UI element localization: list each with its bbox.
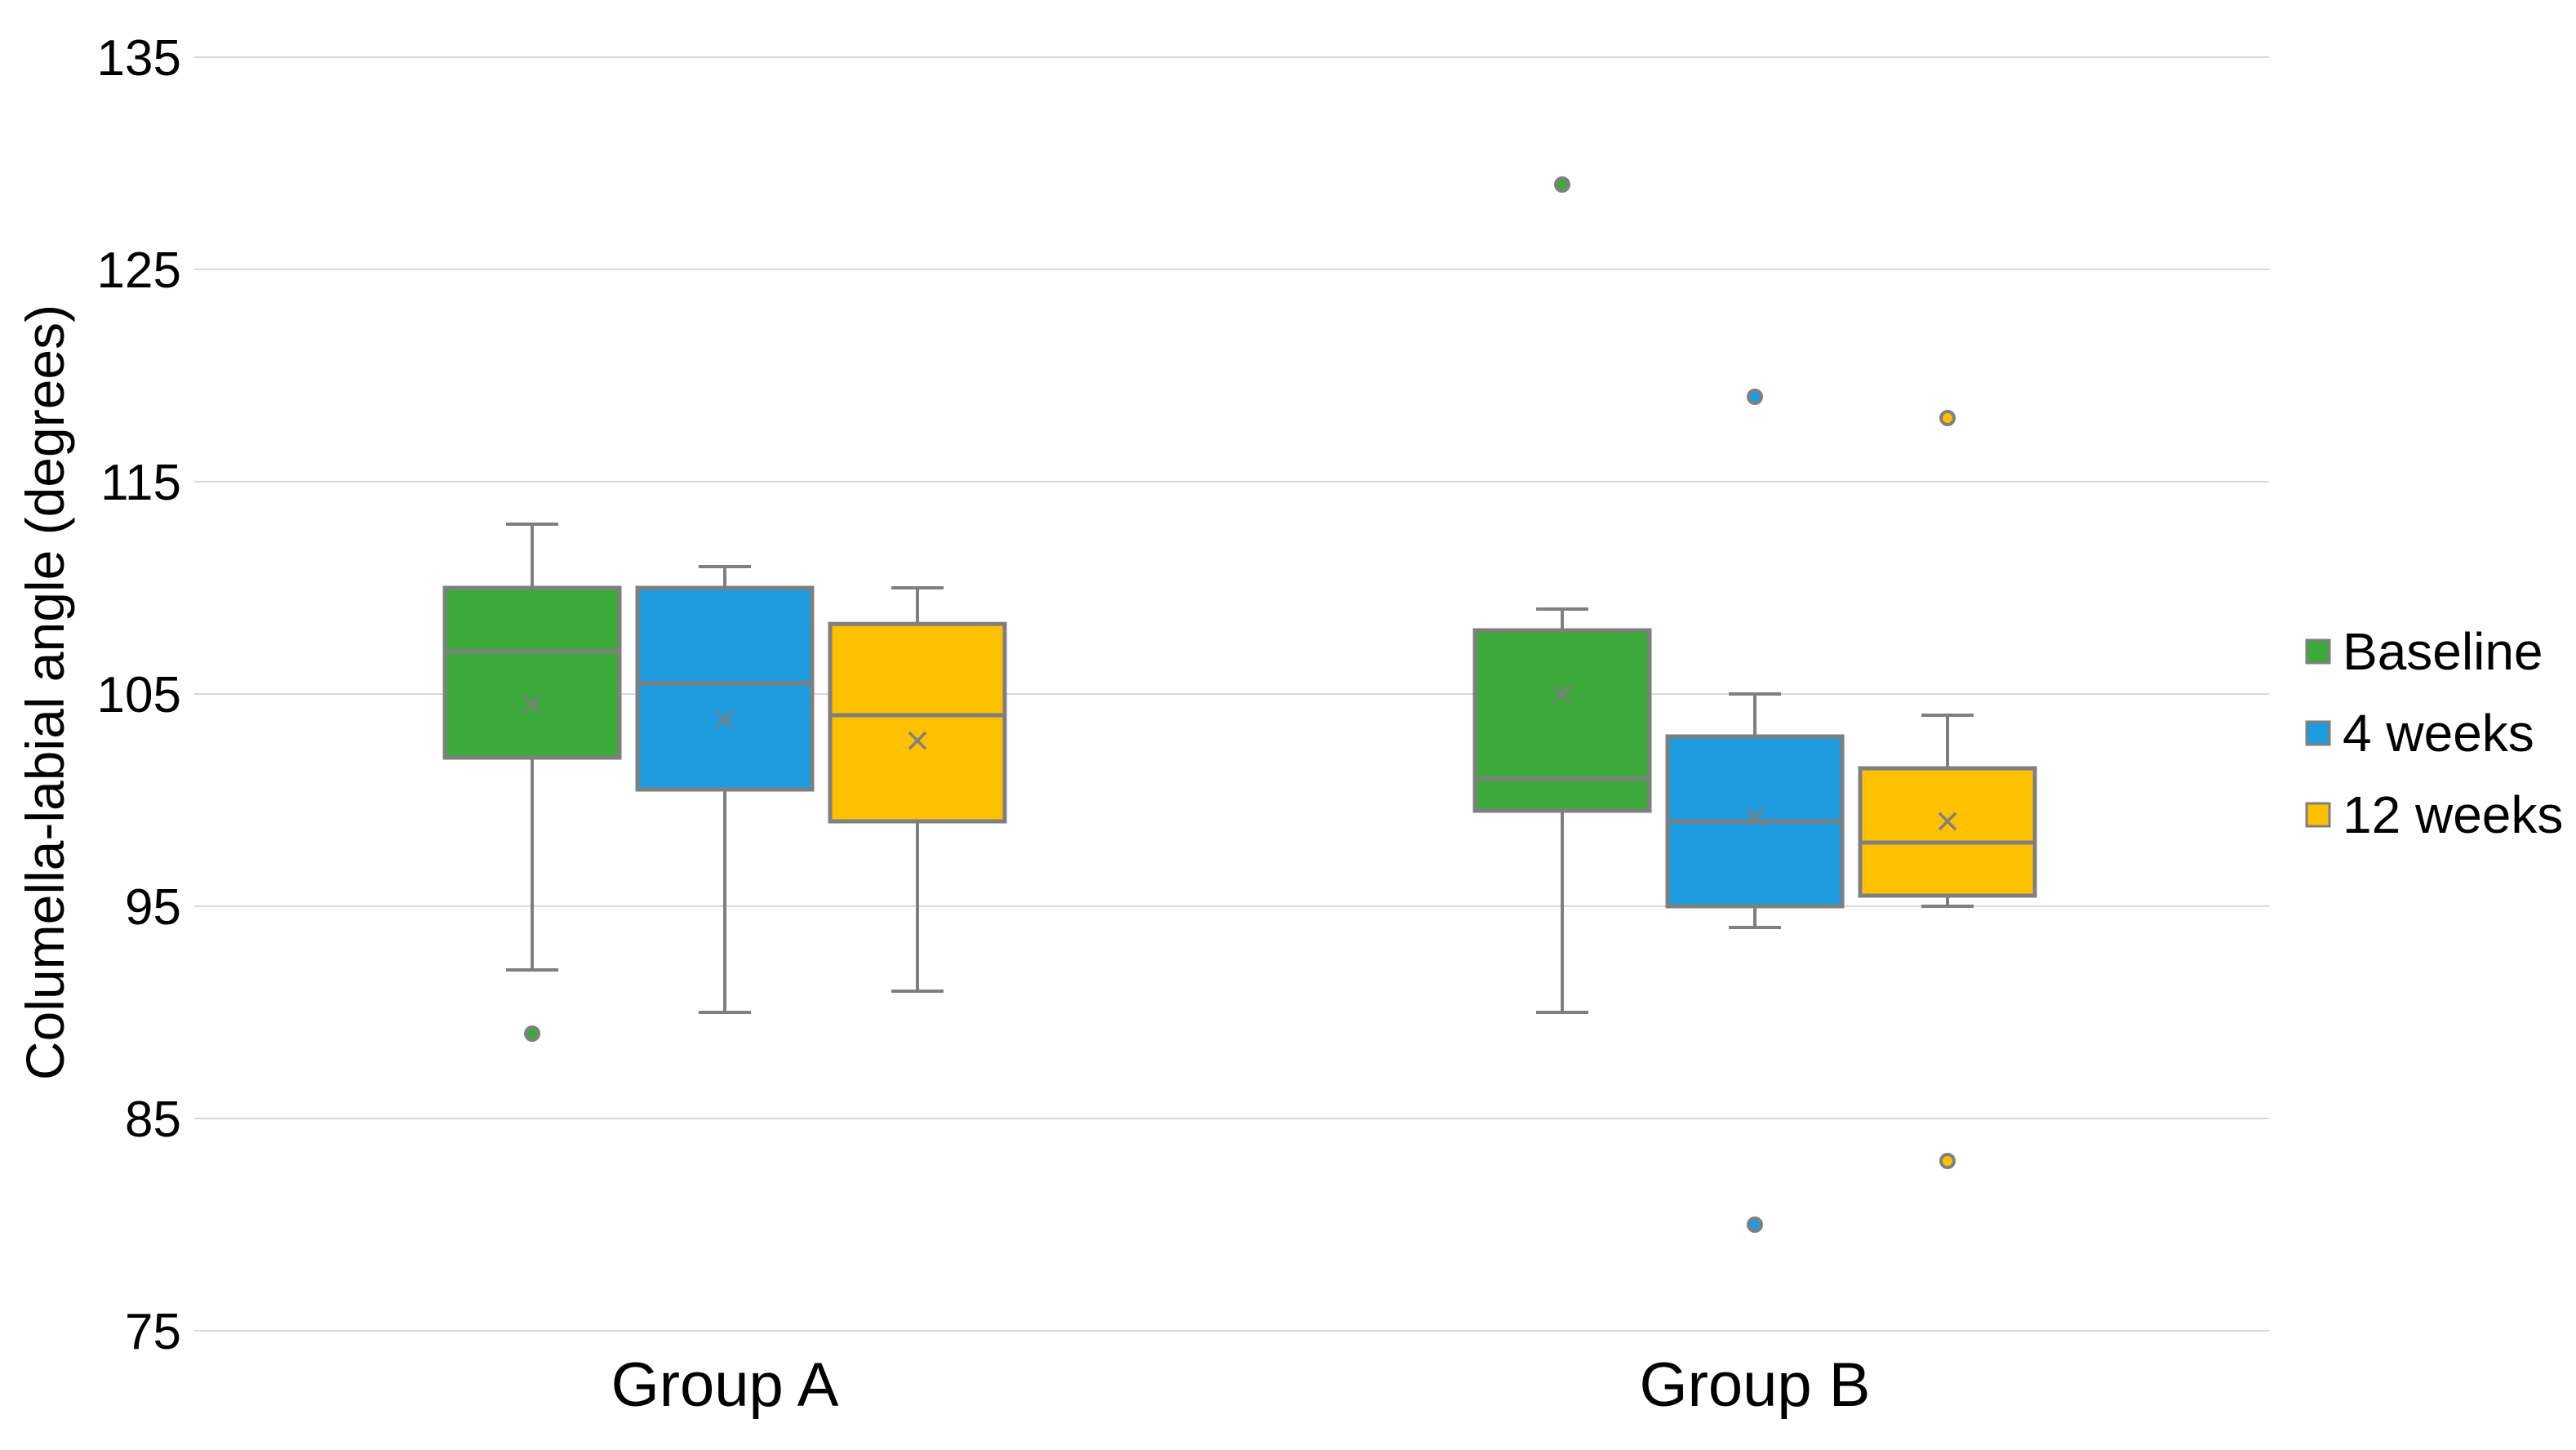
mean-marker (1745, 807, 1765, 827)
outlier-point[interactable] (1554, 176, 1570, 193)
y-tick-label: 125 (97, 242, 181, 299)
legend[interactable]: Baseline 4 weeks 12 weeks (2305, 622, 2563, 844)
iqr-box (635, 585, 815, 792)
boxes (442, 176, 2037, 1233)
legend-label: 12 weeks (2343, 785, 2563, 844)
box-4-weeks-group-b[interactable] (1665, 389, 1845, 1233)
outlier-point[interactable] (1747, 1216, 1763, 1233)
outlier-point[interactable] (1747, 389, 1763, 405)
outlier-point[interactable] (524, 1025, 540, 1042)
iqr-box (442, 585, 622, 760)
iqr-box (828, 621, 1007, 824)
iqr-box (1472, 628, 1652, 813)
y-tick-label: 105 (97, 667, 181, 723)
y-tick-label: 135 (97, 30, 181, 87)
legend-label: 4 weeks (2343, 704, 2534, 763)
x-axis-categories: Group A Group B (611, 1350, 1871, 1420)
y-axis-ticks: 75 85 95 105 115 125 135 (97, 30, 181, 1360)
outlier-point[interactable] (1939, 1153, 1956, 1169)
box-baseline-group-b[interactable] (1472, 176, 1652, 1014)
box-12-weeks-group-a[interactable] (828, 586, 1007, 993)
mean-marker (522, 695, 542, 714)
legend-swatch (2305, 720, 2331, 746)
box-baseline-group-a[interactable] (442, 523, 622, 1042)
mean-marker (908, 731, 927, 750)
outlier-point[interactable] (1939, 410, 1956, 426)
y-tick-label: 115 (100, 455, 181, 511)
legend-item-baseline[interactable]: Baseline (2305, 622, 2543, 681)
box-4-weeks-group-a[interactable] (635, 565, 815, 1014)
legend-item-12-weeks[interactable]: 12 weeks (2305, 785, 2563, 844)
iqr-box (1858, 766, 2037, 898)
x-category-label: Group A (611, 1350, 839, 1420)
legend-swatch (2305, 802, 2331, 828)
legend-swatch (2305, 638, 2331, 665)
mean-marker (1552, 684, 1572, 704)
y-tick-label: 75 (125, 1304, 181, 1360)
y-tick-label: 95 (125, 879, 181, 936)
y-axis-title: Columella-labial angle (degrees) (15, 305, 75, 1080)
box-12-weeks-group-b[interactable] (1858, 410, 2037, 1169)
mean-marker (715, 709, 735, 729)
legend-label: Baseline (2343, 622, 2543, 681)
mean-marker (1938, 812, 1957, 831)
y-tick-label: 85 (125, 1092, 181, 1148)
x-category-label: Group B (1639, 1350, 1870, 1420)
legend-item-4-weeks[interactable]: 4 weeks (2305, 704, 2534, 763)
